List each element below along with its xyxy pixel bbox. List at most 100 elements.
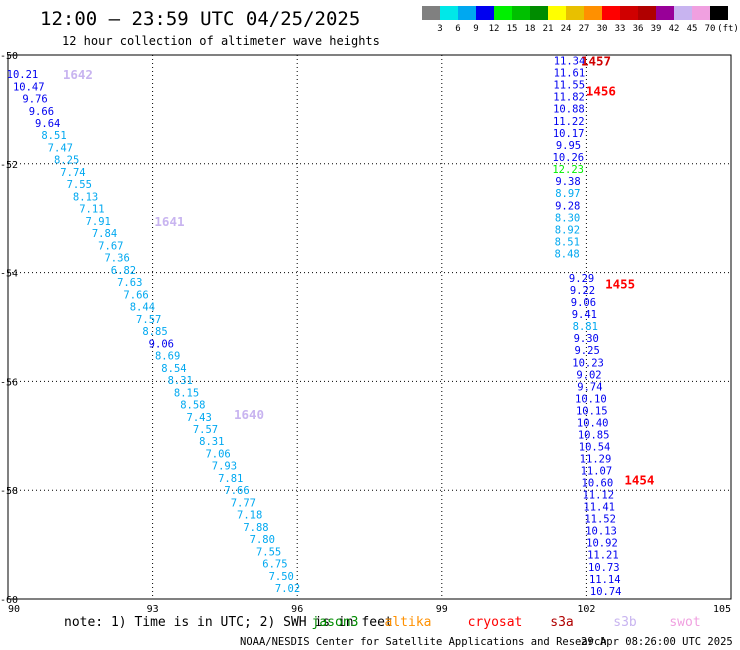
- credit-line: NOAA/NESDIS Center for Satellite Applica…: [240, 636, 607, 648]
- pass-number-label: 1456: [586, 83, 616, 98]
- colorbar-swatch: [656, 6, 674, 20]
- wave-height-value: 11.22: [553, 116, 585, 128]
- x-tick-label: 90: [8, 604, 20, 615]
- wave-height-value: 7.47: [48, 142, 73, 154]
- wave-height-value: 7.77: [231, 497, 256, 509]
- satellite-legend: jason3 altika cryosat s3a s3b swot: [312, 615, 701, 630]
- wave-height-value: 7.81: [218, 473, 243, 485]
- wave-height-value: 10.15: [576, 405, 608, 417]
- wave-height-value: 7.57: [193, 424, 218, 436]
- wave-height-value: 11.12: [582, 490, 614, 502]
- colorbar-swatch: [548, 6, 566, 20]
- wave-height-value: 9.25: [574, 345, 599, 357]
- satellite-name: jason3: [312, 615, 359, 630]
- wave-height-value: 11.07: [581, 466, 613, 478]
- wave-height-value: 9.66: [29, 106, 54, 118]
- colorbar-label: 33: [615, 24, 626, 34]
- wave-height-value: 10.54: [579, 441, 611, 453]
- wave-height-value: 10.85: [578, 429, 610, 441]
- wave-height-value: 11.41: [583, 502, 615, 514]
- wave-height-value: 10.40: [577, 417, 609, 429]
- wave-height-value: 7.50: [269, 571, 294, 583]
- x-tick-label: 99: [436, 604, 448, 615]
- wave-height-value: 8.54: [161, 363, 186, 375]
- wave-height-value: 8.69: [155, 351, 180, 363]
- y-tick-label: -52: [0, 160, 18, 171]
- wave-height-value: 9.95: [556, 140, 581, 152]
- wave-height-value: 7.84: [92, 228, 117, 240]
- pass-number-label: 1642: [63, 67, 93, 82]
- wave-height-value: 7.66: [123, 289, 148, 301]
- wave-height-value: 10.60: [582, 478, 614, 490]
- y-tick-label: -56: [0, 377, 18, 388]
- satellite-name: s3a: [550, 615, 573, 630]
- satellite-name: swot: [669, 615, 700, 630]
- wave-height-value: 7.88: [243, 522, 268, 534]
- colorbar-label: 42: [669, 24, 680, 34]
- satellite-name: cryosat: [468, 615, 523, 630]
- y-tick-label: -50: [0, 51, 18, 62]
- wave-height-value: 10.26: [553, 152, 585, 164]
- wave-height-value: 7.57: [136, 314, 161, 326]
- colorbar-swatch: [710, 6, 728, 20]
- wave-height-value: 8.31: [168, 375, 193, 387]
- colorbar-swatch: [422, 6, 440, 20]
- colorbar-swatch: [530, 6, 548, 20]
- wave-height-value: 8.44: [130, 302, 155, 314]
- wave-height-value: 11.55: [553, 80, 585, 92]
- wave-height-value: 10.88: [553, 104, 585, 116]
- satellite-name: s3b: [613, 615, 637, 630]
- wave-height-value: 9.41: [572, 309, 597, 321]
- wave-height-value: 10.47: [13, 81, 45, 93]
- wave-height-value: 9.30: [574, 333, 599, 345]
- wave-height-value: 11.82: [553, 92, 585, 104]
- wave-height-value: 9.06: [571, 297, 596, 309]
- wave-height-value: 11.21: [587, 550, 619, 562]
- colorbar-label: (ft): [717, 24, 739, 34]
- wave-height-value: 10.13: [585, 526, 617, 538]
- colorbar-label: 3: [437, 24, 442, 34]
- y-tick-label: -54: [0, 269, 18, 280]
- colorbar-label: 70: [705, 24, 716, 34]
- wave-height-value: 9.29: [569, 273, 594, 285]
- x-tick-label: 96: [291, 604, 303, 615]
- colorbar-label: 36: [633, 24, 644, 34]
- colorbar-swatch: [674, 6, 692, 20]
- pass-labels: 1642 1641 1640 1457 1456 1455 1454: [63, 53, 655, 487]
- wave-height-value: 9.74: [577, 381, 602, 393]
- wave-height-value: 12.23: [552, 164, 584, 176]
- satellite-name: altika: [385, 615, 432, 630]
- colorbar-swatch: [620, 6, 638, 20]
- plot-frame: [7, 54, 732, 600]
- wave-height-value: 9.38: [555, 176, 580, 188]
- chart-title: 12:00 – 23:59 UTC 04/25/2025: [40, 8, 360, 30]
- wave-height-value: 11.29: [580, 454, 612, 466]
- colorbar-label: 12: [489, 24, 500, 34]
- chart-subtitle: 12 hour collection of altimeter wave hei…: [62, 34, 380, 48]
- colorbar-label: 30: [597, 24, 608, 34]
- wave-height-value: 8.48: [554, 249, 579, 261]
- colorbar-label: 15: [507, 24, 518, 34]
- wave-height-value: 7.36: [104, 253, 129, 265]
- colorbar-swatch: [566, 6, 584, 20]
- data-tracks: 10.2110.479.769.669.648.517.478.257.747.…: [7, 55, 622, 597]
- wave-height-value: 8.30: [555, 212, 580, 224]
- colorbar-label: 9: [473, 24, 478, 34]
- colorbar-label: 21: [543, 24, 554, 34]
- wave-height-value: 11.14: [589, 574, 621, 586]
- wave-height-value: 8.13: [73, 191, 98, 203]
- wave-height-value: 9.06: [149, 338, 174, 350]
- colorbar-label: 27: [579, 24, 590, 34]
- wave-height-value: 6.75: [262, 559, 287, 571]
- wave-height-value: 8.58: [180, 400, 205, 412]
- wave-height-value: 7.80: [250, 534, 275, 546]
- wave-height-value: 7.11: [79, 204, 104, 216]
- colorbar-label: 39: [651, 24, 662, 34]
- colorbar-swatch: [602, 6, 620, 20]
- wave-height-value: 7.74: [60, 167, 85, 179]
- timestamp: 29 Apr 08:26:00 UTC 2025: [581, 636, 733, 648]
- x-tick-label: 105: [713, 604, 731, 615]
- wave-height-value: 9.76: [22, 94, 47, 106]
- colorbar-label: 6: [455, 24, 460, 34]
- wave-height-value: 8.85: [142, 326, 167, 338]
